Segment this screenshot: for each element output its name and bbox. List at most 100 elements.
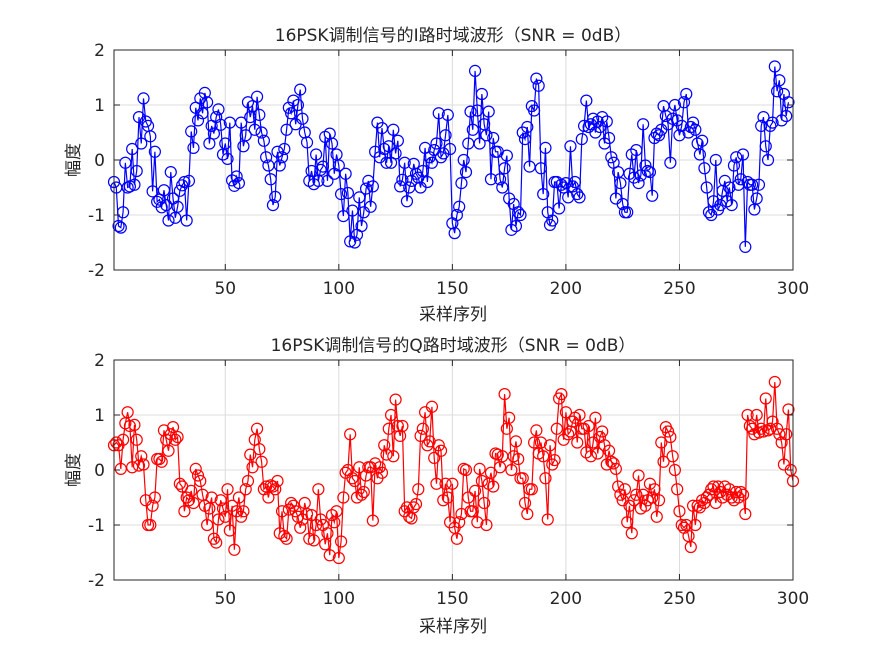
data-point-q — [155, 455, 168, 468]
data-point-q — [625, 527, 638, 540]
data-point-i — [680, 87, 693, 101]
data-point-q — [162, 444, 175, 457]
data-point-i — [466, 123, 479, 136]
data-point-i — [534, 162, 548, 175]
data-point-i — [759, 140, 772, 153]
data-point-i — [391, 134, 404, 147]
data-point-q — [711, 480, 725, 493]
data-point-q — [414, 429, 427, 442]
data-point-i — [600, 115, 613, 128]
data-point-i — [482, 105, 495, 118]
data-point-q — [684, 540, 697, 554]
data-point-i — [214, 118, 227, 131]
data-point-q — [355, 488, 368, 501]
data-point-q — [384, 408, 398, 422]
data-point-q — [462, 491, 475, 504]
data-point-q — [498, 388, 511, 401]
data-point-q — [468, 484, 482, 497]
data-point-q — [387, 450, 400, 463]
data-point-i — [128, 178, 141, 191]
data-point-q — [191, 469, 205, 482]
data-point-i — [280, 123, 293, 136]
data-point-i — [421, 175, 434, 189]
data-point-q — [287, 499, 300, 512]
data-point-i — [448, 227, 461, 240]
data-point-q — [216, 502, 230, 515]
x-tick-label-q: 50 — [214, 589, 236, 609]
data-point-q — [375, 466, 389, 479]
data-point-i — [696, 134, 709, 147]
data-point-i — [203, 137, 216, 150]
data-point-q — [373, 461, 386, 474]
y-tick-label-i: 2 — [94, 41, 105, 61]
data-point-i — [500, 149, 513, 162]
data-point-i — [239, 129, 252, 142]
data-point-i — [521, 120, 534, 134]
data-point-q — [664, 430, 677, 444]
data-point-i — [135, 137, 148, 150]
data-point-i — [766, 116, 779, 129]
data-point-i — [750, 192, 763, 205]
data-point-q — [280, 532, 293, 545]
data-point-i — [605, 151, 618, 164]
data-point-q — [334, 535, 348, 548]
data-point-i — [398, 156, 411, 169]
x-tick-label-q: 300 — [777, 589, 809, 609]
data-point-i — [287, 94, 300, 107]
data-point-q — [253, 443, 266, 456]
data-point-i — [178, 175, 191, 189]
data-point-i — [614, 177, 627, 190]
data-point-i — [144, 130, 157, 143]
data-point-q — [671, 483, 684, 496]
data-point-q — [135, 450, 148, 463]
data-point-q — [344, 428, 357, 441]
data-point-q — [596, 425, 609, 438]
data-point-q — [584, 450, 597, 463]
data-point-i — [659, 109, 672, 123]
data-point-q — [348, 474, 361, 488]
data-point-i — [675, 119, 688, 133]
data-point-q — [430, 477, 443, 490]
data-point-i — [441, 108, 454, 122]
data-point-q — [380, 448, 393, 461]
data-point-q — [289, 505, 302, 518]
data-point-q — [235, 510, 248, 523]
data-point-q — [321, 527, 334, 540]
data-point-q — [627, 494, 641, 507]
data-point-i — [232, 177, 245, 190]
data-point-q — [346, 472, 359, 485]
data-point-i — [727, 159, 741, 172]
data-point-i — [475, 87, 488, 101]
data-point-q — [521, 507, 534, 521]
data-point-i — [260, 151, 273, 164]
data-point-i — [775, 114, 788, 127]
data-point-q — [484, 466, 498, 479]
data-point-q — [730, 485, 743, 499]
data-point-q — [768, 375, 781, 389]
data-point-i — [564, 140, 577, 153]
data-point-i — [455, 177, 468, 190]
data-point-q — [648, 483, 661, 496]
y-tick-label-i: 0 — [94, 151, 105, 171]
data-point-q — [562, 428, 575, 441]
data-point-i — [344, 235, 357, 248]
data-point-i — [773, 74, 786, 87]
data-point-i — [126, 142, 139, 156]
data-point-i — [212, 103, 225, 116]
data-point-q — [241, 474, 255, 488]
data-point-i — [702, 206, 716, 219]
data-point-q — [609, 462, 622, 475]
data-point-q — [525, 483, 538, 496]
data-point-i — [668, 98, 682, 112]
data-point-q — [223, 524, 236, 537]
data-point-q — [396, 419, 409, 433]
data-point-q — [400, 501, 414, 514]
data-point-i — [673, 129, 686, 142]
y-tick-label-q: -2 — [88, 571, 105, 591]
data-point-i — [721, 195, 734, 208]
data-point-q — [512, 452, 525, 466]
data-point-i — [487, 131, 500, 145]
data-point-q — [214, 494, 227, 507]
data-point-q — [439, 477, 452, 490]
y-tick-label-i: 1 — [94, 96, 105, 116]
